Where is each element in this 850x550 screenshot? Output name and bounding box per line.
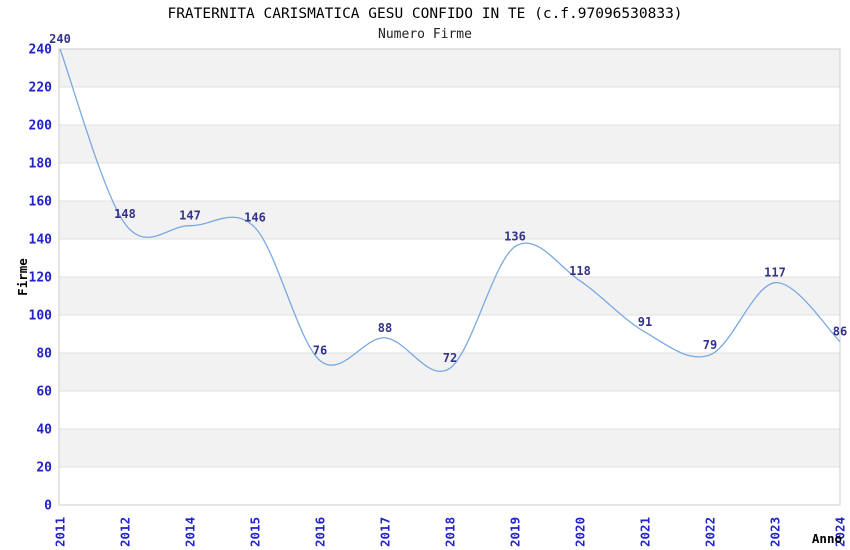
plot-band — [59, 353, 840, 391]
data-label: 117 — [764, 266, 786, 280]
y-tick-label: 60 — [36, 385, 52, 400]
y-tick-label: 100 — [29, 309, 53, 324]
chart-title: FRATERNITA CARISMATICA GESU CONFIDO IN T… — [167, 6, 683, 22]
data-label: 76 — [313, 344, 327, 358]
y-tick-label: 200 — [29, 119, 53, 134]
y-tick-label: 0 — [44, 499, 52, 514]
plot-band — [59, 49, 840, 87]
data-label: 240 — [49, 32, 71, 46]
y-tick-label: 40 — [36, 423, 52, 438]
x-tick-label: 2012 — [118, 517, 133, 547]
data-label: 148 — [114, 207, 136, 221]
plot-band — [59, 277, 840, 315]
x-tick-label: 2015 — [248, 517, 263, 547]
x-tick-label: 2019 — [508, 517, 523, 547]
y-tick-label: 120 — [29, 271, 53, 286]
x-tick-label: 2018 — [443, 517, 458, 547]
data-label: 91 — [638, 315, 652, 329]
y-axis-label: Firme — [15, 258, 30, 296]
x-tick-label: 2022 — [703, 517, 718, 547]
y-tick-label: 160 — [29, 195, 53, 210]
y-tick-label: 80 — [36, 347, 52, 362]
x-tick-label: 2016 — [313, 517, 328, 547]
plot-band — [59, 125, 840, 163]
y-tick-label: 140 — [29, 233, 53, 248]
x-tick-label: 2021 — [638, 517, 653, 547]
plot-band — [59, 429, 840, 467]
data-label: 118 — [569, 264, 591, 278]
data-label: 86 — [833, 325, 847, 339]
x-tick-label: 2014 — [183, 517, 198, 547]
x-tick-label: 2017 — [378, 517, 393, 547]
series-line — [59, 48, 841, 372]
data-label: 147 — [179, 209, 201, 223]
data-label: 88 — [378, 321, 392, 335]
x-tick-label: 2023 — [768, 517, 783, 547]
y-tick-label: 20 — [36, 461, 52, 476]
x-tick-label: 2024 — [833, 517, 848, 547]
x-axis-label: Anno — [812, 531, 842, 546]
data-label: 72 — [443, 351, 457, 365]
plot-band — [59, 201, 840, 239]
y-tick-label: 180 — [29, 157, 53, 172]
x-tick-label: 2011 — [53, 517, 68, 547]
x-tick-label: 2020 — [573, 517, 588, 547]
data-label: 79 — [703, 338, 717, 352]
data-label: 136 — [504, 230, 526, 244]
y-tick-label: 220 — [29, 81, 53, 96]
chart-subtitle: Numero Firme — [378, 27, 472, 42]
data-label: 146 — [244, 211, 266, 225]
y-tick-label: 240 — [29, 43, 53, 58]
plot-border — [58, 48, 841, 506]
